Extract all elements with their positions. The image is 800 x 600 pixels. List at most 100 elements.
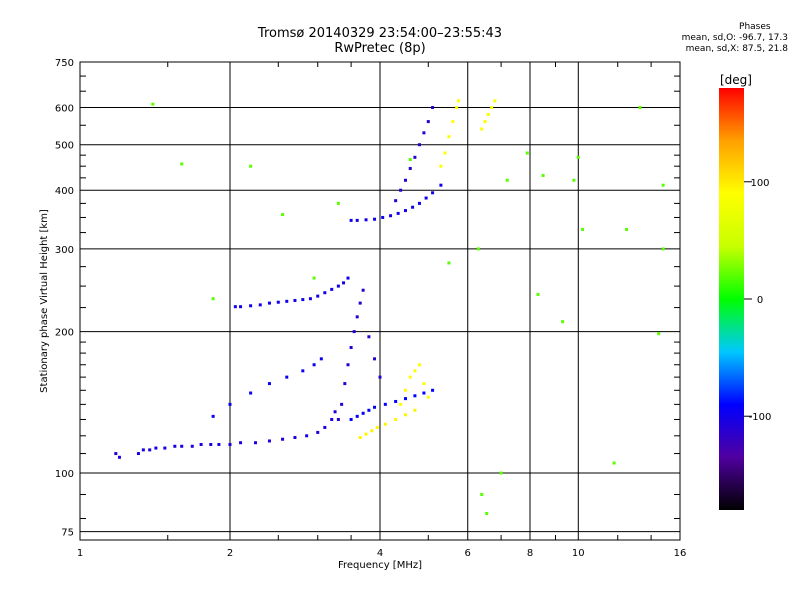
data-point [657,332,661,336]
data-point [373,405,377,409]
data-point [305,434,309,438]
data-point [394,199,398,203]
data-point [281,437,285,441]
data-point [342,281,346,285]
data-points [114,99,665,515]
x-tick-label: 8 [527,548,533,559]
data-point [211,414,215,418]
data-point [638,106,642,110]
data-point [293,298,297,302]
data-point [323,425,327,429]
data-point [228,402,232,406]
data-point [408,158,412,162]
data-point [439,164,443,168]
data-point [217,442,221,446]
data-point [541,173,545,177]
data-point [403,413,407,417]
data-point [253,441,257,445]
phase-stats: Phases mean, sd,O: -96.7, 17.3 mean, sd,… [682,22,788,55]
data-point [403,388,407,392]
data-point [394,417,398,421]
data-point [336,417,340,421]
data-point [422,391,426,395]
data-point [443,151,447,155]
data-point [349,218,353,222]
data-point [239,441,243,445]
data-point [346,276,350,280]
data-point [258,303,262,307]
data-point [417,201,421,205]
data-point [352,330,356,334]
data-point [312,363,316,367]
colorbar [719,88,744,510]
colorbar-tick-label: 0 [757,295,763,306]
data-point [375,425,379,429]
data-point [417,143,421,147]
grid-lines [80,62,680,540]
y-axis-label: Stationary phase Virtual Height [km] [39,209,50,393]
data-point [361,411,365,415]
data-point [536,292,540,296]
data-point [180,162,184,166]
data-point [276,300,280,304]
data-point [451,120,455,124]
data-point [301,369,305,373]
x-tick-label: 16 [674,548,687,559]
x-tick-labels: 1 2 4 6 8 10 16 [77,548,687,559]
data-point [525,151,529,155]
data-point [361,288,365,292]
data-point [476,247,480,251]
data-point [312,276,316,280]
data-point [480,127,484,131]
data-point [330,287,334,291]
data-point [378,375,382,379]
data-point [228,442,232,446]
data-point [336,201,340,205]
data-point [505,178,509,182]
y-tick-label: 100 [55,469,74,480]
x-tick-label: 10 [572,548,585,559]
data-point [373,357,377,361]
y-tick-label: 750 [55,58,74,69]
data-point [239,305,243,309]
data-point [457,99,461,103]
chart-title: Tromsø 20140329 23:54:00–23:55:43 [257,26,503,41]
data-point [661,183,665,187]
data-point [422,131,426,135]
data-point [173,444,177,448]
data-point [355,414,359,418]
data-point [141,448,145,452]
x-tick-label: 4 [377,548,383,559]
data-point [455,106,459,110]
data-point [417,363,421,367]
data-point [180,444,184,448]
data-point [403,178,407,182]
data-point [413,155,417,159]
data-point [572,178,576,182]
y-tick-labels: 75 100 200 300 400 500 600 750 [55,58,74,539]
data-point [358,436,362,440]
data-point [285,375,289,379]
data-point [408,375,412,379]
data-point [340,402,344,406]
y-tick-label: 300 [55,245,74,256]
data-point [136,452,140,456]
data-point [485,511,489,515]
data-point [426,120,430,124]
phase-stats-o: mean, sd,O: -96.7, 17.3 [681,33,788,43]
data-point [281,213,285,217]
data-point [117,455,121,459]
data-point [408,166,412,170]
data-point [367,408,371,412]
x-axis-label: Frequency [MHz] [338,560,422,571]
data-point [249,391,253,395]
data-point [333,410,337,414]
x-tick-label: 1 [77,548,83,559]
colorbar-label: [deg] [720,73,752,87]
data-point [413,394,417,398]
data-point [343,382,347,386]
data-point [499,471,503,475]
data-point [431,106,435,110]
data-point [561,320,565,324]
data-point [323,291,327,295]
